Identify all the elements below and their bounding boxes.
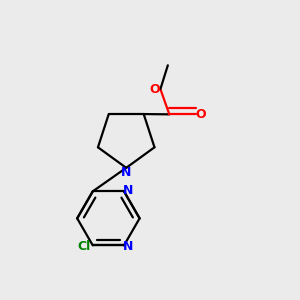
Text: N: N bbox=[123, 240, 133, 253]
Text: N: N bbox=[121, 166, 131, 179]
Text: N: N bbox=[123, 184, 133, 197]
Text: O: O bbox=[150, 82, 160, 96]
Text: O: O bbox=[196, 108, 206, 121]
Text: Cl: Cl bbox=[78, 240, 91, 254]
